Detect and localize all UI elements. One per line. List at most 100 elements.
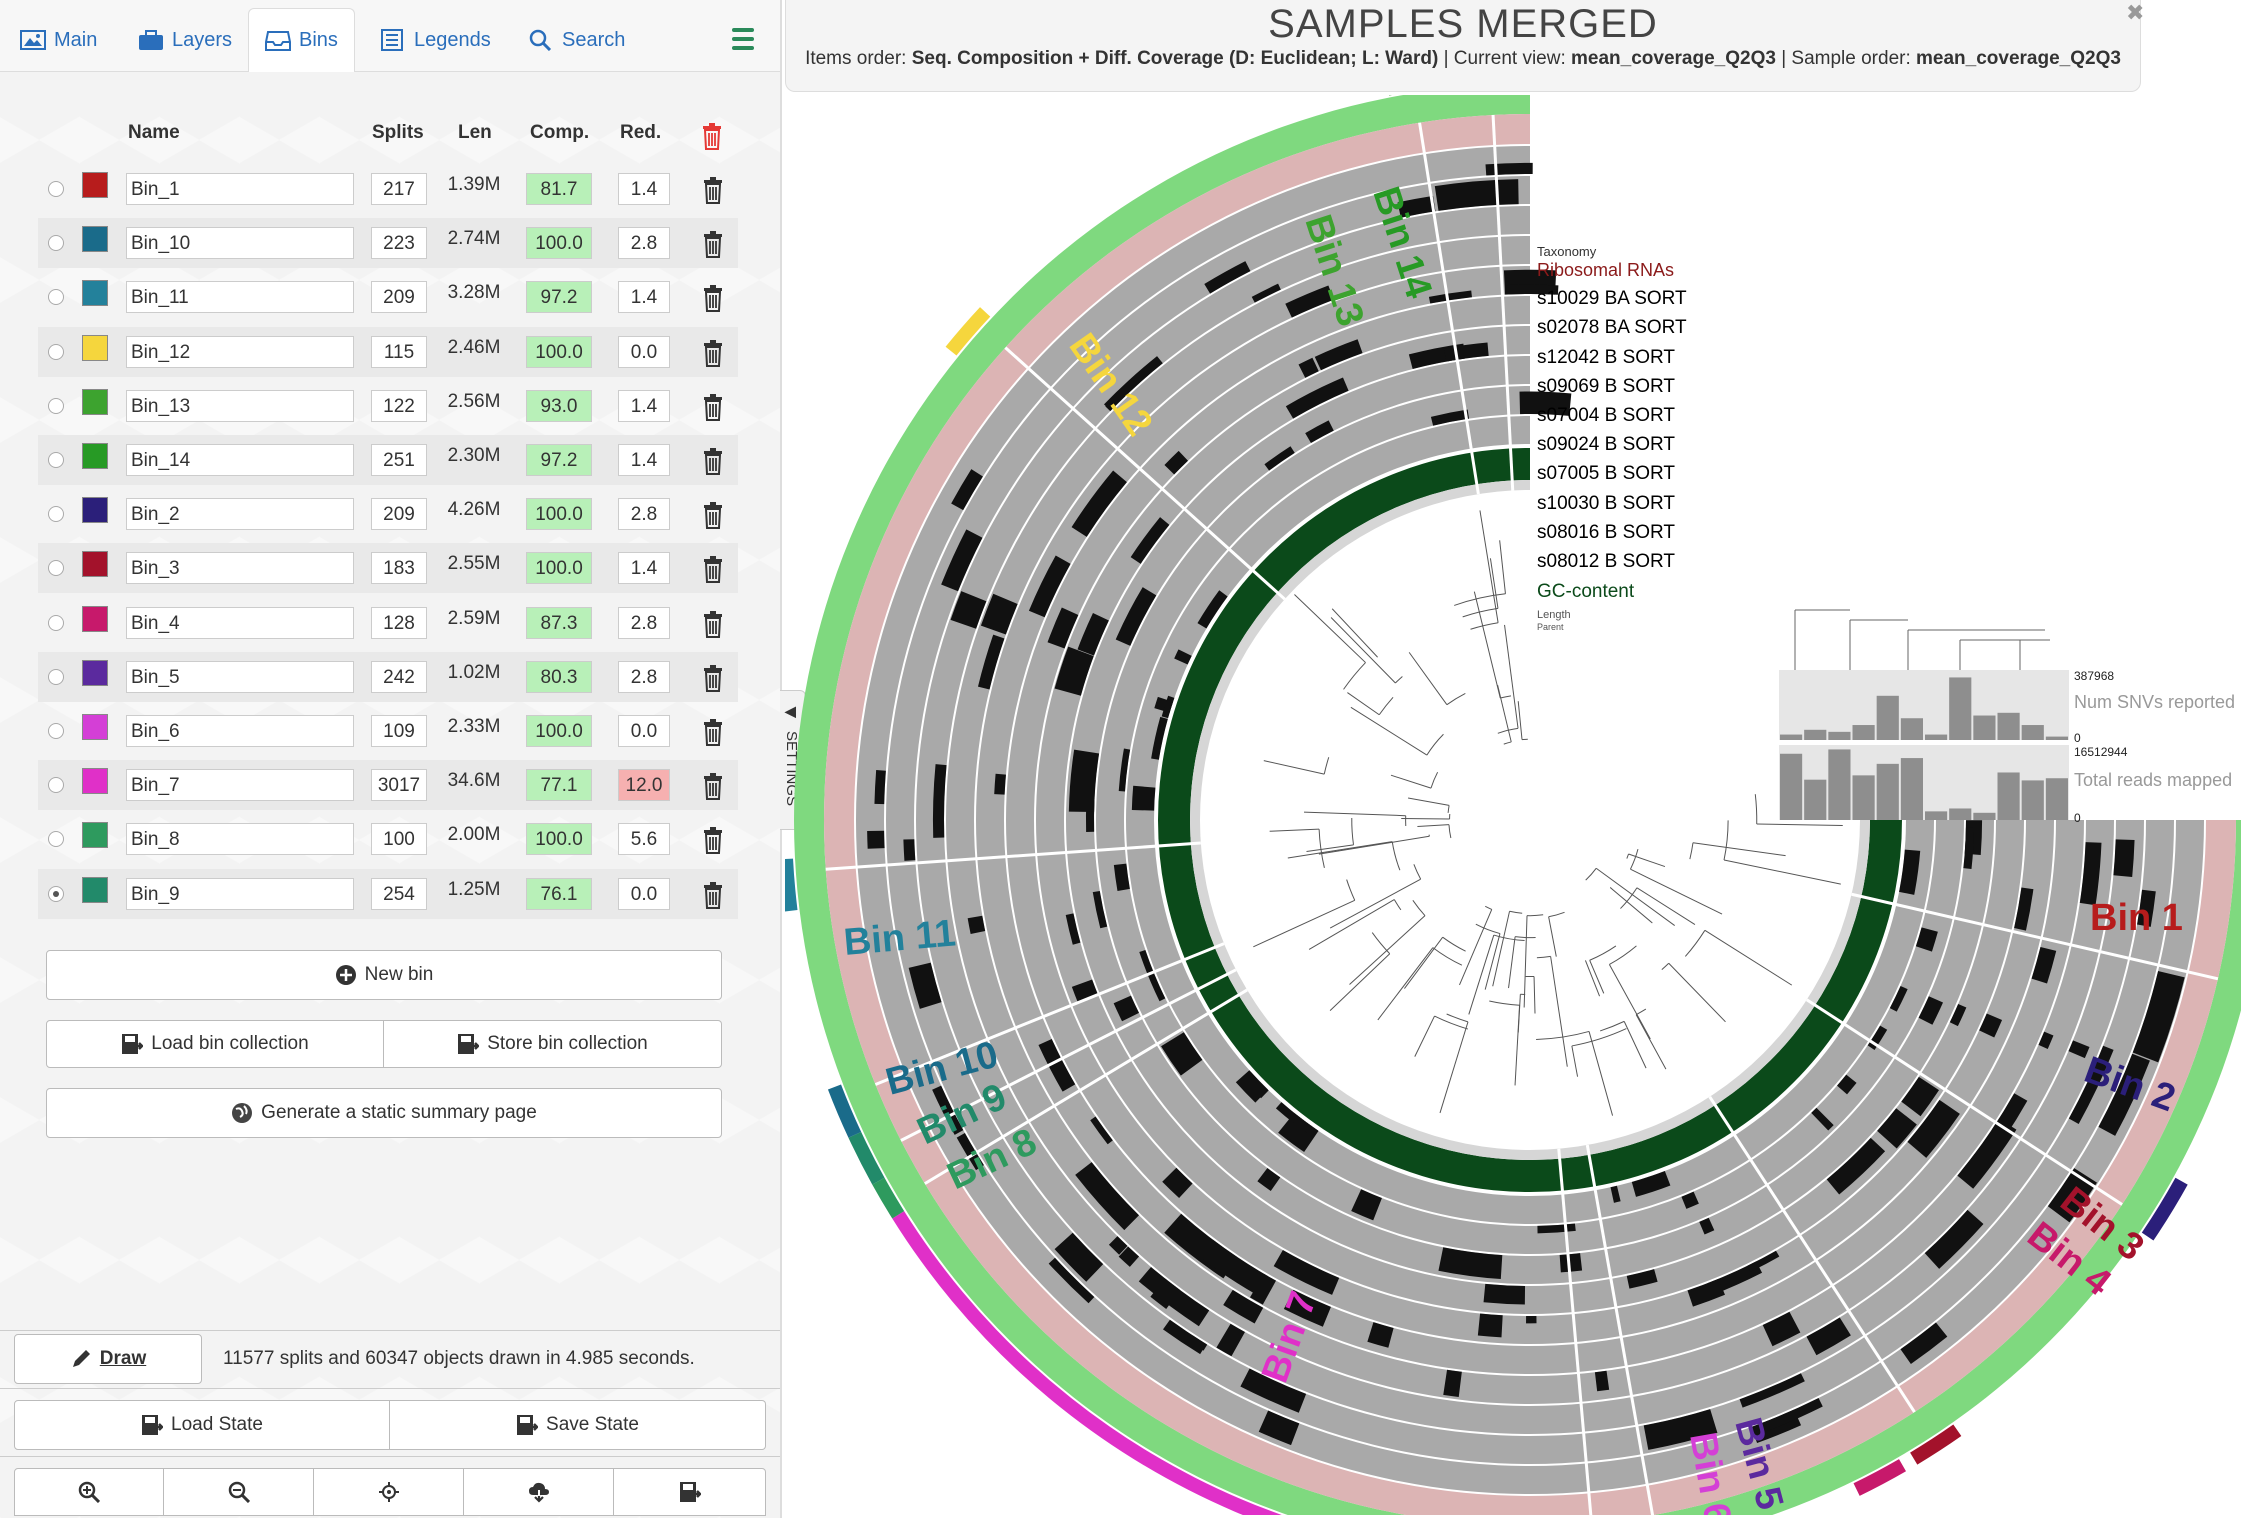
bin-name-input[interactable]: Bin_12 (126, 335, 354, 368)
bin-name-input[interactable]: Bin_2 (126, 498, 354, 531)
tab-bins[interactable]: Bins (248, 8, 355, 72)
trash-icon[interactable] (702, 555, 724, 584)
bin-color-swatch[interactable] (82, 876, 108, 903)
bin-color-swatch[interactable] (82, 334, 108, 361)
bin-select-radio[interactable] (48, 506, 64, 523)
bin-select-radio[interactable] (48, 831, 64, 848)
bin-select-radio[interactable] (48, 560, 64, 577)
trash-icon[interactable] (702, 718, 724, 746)
trash-icon[interactable] (702, 881, 724, 909)
bin-band[interactable] (1910, 1424, 1962, 1465)
bin-name-input[interactable]: Bin_14 (126, 444, 354, 476)
bin-label[interactable]: Bin 11 (842, 912, 957, 964)
bin-color-swatch[interactable] (82, 822, 108, 849)
bin-color-swatch[interactable] (82, 226, 108, 253)
bin-band[interactable] (2141, 1177, 2188, 1241)
bin-name-input[interactable]: Bin_3 (126, 552, 354, 585)
trash-icon[interactable] (702, 664, 724, 692)
bin-row[interactable]: Bin_11 209 3.28M 97.2 1.4 (38, 272, 738, 322)
trash-icon[interactable] (702, 393, 724, 421)
bin-name-input[interactable]: Bin_9 (126, 877, 354, 910)
bin-color-swatch[interactable] (82, 497, 108, 524)
trash-icon[interactable] (702, 339, 724, 367)
tab-layers[interactable]: Layers (122, 8, 248, 72)
bin-band[interactable] (945, 307, 991, 356)
bin-band[interactable] (1853, 1459, 1906, 1496)
download-svg-button[interactable] (464, 1468, 614, 1516)
tab-legends[interactable]: Legends (364, 8, 507, 72)
bin-color-swatch[interactable] (82, 714, 108, 740)
store-bin-collection-button[interactable]: Store bin collection (384, 1020, 722, 1068)
trash-icon[interactable] (702, 447, 724, 475)
bin-row[interactable]: Bin_6 109 2.33M 100.0 0.0 (38, 706, 738, 756)
bin-select-radio[interactable] (48, 289, 64, 306)
bin-band[interactable] (848, 1131, 885, 1185)
bin-select-radio[interactable] (48, 452, 64, 468)
bin-color-swatch[interactable] (82, 659, 108, 686)
generate-summary-button[interactable]: Generate a static summary page (46, 1088, 722, 1138)
bin-color-swatch[interactable] (82, 443, 108, 469)
bin-row[interactable]: Bin_10 223 2.74M 100.0 2.8 (38, 218, 738, 269)
bin-select-radio[interactable] (48, 885, 64, 902)
bin-color-swatch[interactable] (82, 280, 108, 307)
close-icon[interactable]: ✖ (2126, 0, 2145, 25)
trash-icon[interactable] (702, 284, 724, 313)
bin-select-radio[interactable] (48, 668, 64, 685)
center-button[interactable] (314, 1468, 464, 1516)
bin-select-radio[interactable] (48, 397, 64, 414)
bin-select-radio[interactable] (48, 343, 64, 360)
bin-name-input[interactable]: Bin_4 (126, 606, 354, 639)
tab-search[interactable]: Search (512, 8, 641, 72)
bin-name-input[interactable]: Bin_10 (126, 227, 354, 260)
bin-name-input[interactable]: Bin_8 (126, 823, 354, 856)
bin-name-input[interactable]: Bin_7 (126, 769, 354, 802)
new-bin-button[interactable]: New bin (46, 950, 722, 1000)
bin-band[interactable] (785, 858, 798, 912)
bin-name-input[interactable]: Bin_13 (126, 389, 354, 422)
trash-icon[interactable] (702, 610, 724, 638)
bin-select-radio[interactable] (48, 235, 64, 252)
bin-row[interactable]: Bin_8 100 2.00M 100.0 5.6 (38, 814, 738, 864)
load-state-button[interactable]: Load State (14, 1400, 390, 1450)
bin-row[interactable]: Bin_3 183 2.55M 100.0 1.4 (38, 543, 738, 594)
bin-label[interactable]: Bin 1 (2090, 897, 2183, 939)
bin-select-radio[interactable] (48, 723, 64, 739)
bin-row[interactable]: Bin_4 128 2.59M 87.3 2.8 (38, 598, 738, 648)
bin-row[interactable]: Bin_14 251 2.30M 97.2 1.4 (38, 435, 738, 485)
bin-name-input[interactable]: Bin_6 (126, 715, 354, 747)
bin-color-swatch[interactable] (82, 605, 108, 632)
trash-icon[interactable] (702, 230, 724, 259)
trash-icon[interactable] (702, 176, 724, 204)
trash-icon[interactable] (702, 826, 724, 855)
bin-color-swatch[interactable] (82, 551, 108, 578)
bin-color-swatch[interactable] (82, 768, 108, 795)
bin-name-input[interactable]: Bin_11 (126, 281, 354, 314)
trash-icon[interactable] (702, 501, 724, 530)
trash-icon[interactable] (702, 772, 724, 801)
bin-select-radio[interactable] (48, 777, 64, 794)
load-bin-collection-button[interactable]: Load bin collection (46, 1020, 384, 1068)
bin-color-swatch[interactable] (82, 388, 108, 415)
bin-row[interactable]: Bin_7 3017 34.6M 77.1 12.0 (38, 760, 738, 811)
bin-name-input[interactable]: Bin_1 (126, 173, 354, 205)
zoom-in-button[interactable] (14, 1468, 164, 1516)
bin-select-radio[interactable] (48, 614, 64, 631)
save-state-button[interactable]: Save State (390, 1400, 766, 1450)
bin-row[interactable]: Bin_1 217 1.39M 81.7 1.4 (38, 164, 738, 214)
bin-band[interactable] (872, 1177, 905, 1219)
bin-row[interactable]: Bin_9 254 1.25M 76.1 0.0 (38, 868, 738, 919)
bin-row[interactable]: Bin_2 209 4.26M 100.0 2.8 (38, 489, 738, 539)
bin-select-radio[interactable] (48, 181, 64, 197)
bin-row[interactable]: Bin_12 115 2.46M 100.0 0.0 (38, 326, 738, 377)
bin-band[interactable] (1387, 95, 1428, 96)
bin-name-input[interactable]: Bin_5 (126, 660, 354, 693)
bin-band[interactable] (827, 1084, 862, 1138)
bin-row[interactable]: Bin_5 242 1.02M 80.3 2.8 (38, 651, 738, 702)
save-image-button[interactable] (614, 1468, 766, 1516)
delete-all-icon[interactable] (700, 122, 724, 150)
zoom-out-button[interactable] (164, 1468, 314, 1516)
tab-main[interactable]: Main (4, 8, 113, 72)
menu-icon[interactable] (732, 28, 754, 55)
bin-row[interactable]: Bin_13 122 2.56M 93.0 1.4 (38, 381, 738, 431)
